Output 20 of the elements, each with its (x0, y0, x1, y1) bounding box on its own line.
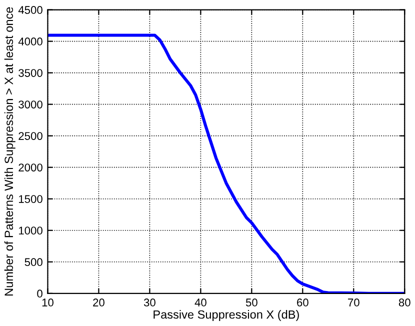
y-tick-label: 3000 (18, 100, 42, 108)
y-axis-title: Number of Patterns With Suppression > X at least once (4, 7, 16, 296)
x-axis-title: Passive Suppression X (dB) (154, 310, 299, 322)
y-tick-label: 2500 (18, 132, 42, 140)
x-tick-label: 80 (398, 298, 410, 306)
y-tick-label: 500 (24, 258, 42, 266)
y-tick-label: 1500 (18, 195, 42, 203)
x-tick-label: 40 (194, 298, 206, 306)
x-tick-label: 50 (246, 298, 258, 306)
x-tick-label: 60 (297, 298, 308, 306)
y-tick-label: 0 (37, 290, 42, 298)
y-tick-label: 4500 (18, 6, 42, 14)
y-tick-label: 2000 (18, 164, 42, 172)
x-tick-label: 70 (348, 298, 360, 306)
y-tick-label: 4000 (18, 38, 42, 46)
x-tick-label: 10 (42, 298, 54, 306)
y-tick-label: 3500 (18, 69, 42, 77)
x-tick-label: 30 (144, 298, 156, 306)
x-tick-label: 20 (93, 298, 104, 306)
y-tick-label: 1000 (18, 226, 42, 235)
